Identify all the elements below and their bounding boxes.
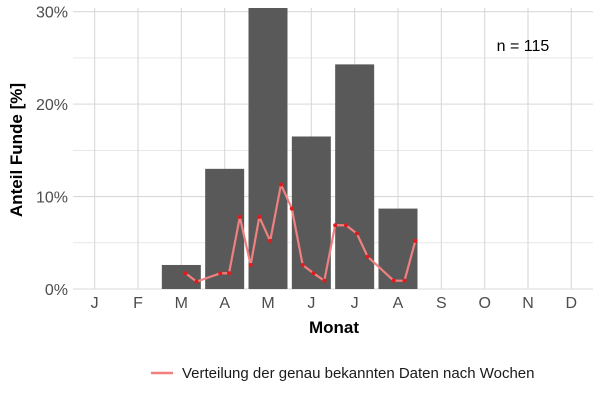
legend: Verteilung der genau bekannten Daten nac… [151, 365, 535, 382]
y-tick-label: 10% [36, 190, 68, 207]
line-point [183, 271, 188, 276]
line-point [227, 271, 231, 276]
bar-j-7 [335, 64, 375, 290]
y-axis-ticks: 0% 10% 20% 30% [36, 5, 68, 299]
line-point [413, 238, 418, 243]
x-axis-title: Monat [309, 318, 359, 337]
x-tick-label: D [566, 295, 578, 312]
line-point [311, 271, 316, 276]
line-point [257, 214, 262, 219]
y-tick-label: 20% [36, 97, 68, 114]
line-point [402, 278, 407, 283]
x-tick-label: A [393, 295, 404, 312]
bar-j-6 [291, 136, 331, 289]
point-layer [183, 182, 418, 284]
line-point [322, 278, 327, 283]
x-tick-label: A [219, 295, 230, 312]
line-point [248, 262, 253, 267]
line-point [279, 182, 283, 187]
line-point [300, 262, 305, 267]
bar-layer [161, 8, 418, 290]
x-tick-label: S [436, 295, 447, 312]
sample-size-annotation: n = 115 [497, 38, 550, 55]
line-point [391, 278, 396, 283]
y-axis-title: Anteil Funde [%] [7, 83, 26, 217]
line-point [268, 238, 273, 243]
x-tick-label: O [478, 295, 490, 312]
line-point [344, 223, 348, 228]
x-tick-label: J [351, 295, 359, 312]
line-point [289, 206, 294, 211]
y-tick-label: 30% [36, 5, 68, 22]
x-tick-label: M [175, 295, 188, 312]
x-tick-label: J [307, 295, 315, 312]
x-tick-label: M [261, 295, 274, 312]
line-point [237, 214, 242, 219]
line-point [218, 271, 223, 276]
bar-m-3 [161, 264, 201, 289]
legend-label: Verteilung der genau bekannten Daten nac… [182, 365, 535, 382]
line-point [194, 279, 199, 284]
bar-a-8 [378, 208, 418, 289]
x-tick-label: F [133, 295, 143, 312]
weekly-line [184, 183, 417, 283]
line-point [354, 231, 359, 236]
line-layer [184, 183, 417, 283]
line-point [365, 254, 370, 259]
x-tick-label: J [91, 295, 99, 312]
line-point [333, 223, 338, 228]
x-tick-label: N [522, 295, 534, 312]
y-tick-label: 0% [45, 282, 68, 299]
